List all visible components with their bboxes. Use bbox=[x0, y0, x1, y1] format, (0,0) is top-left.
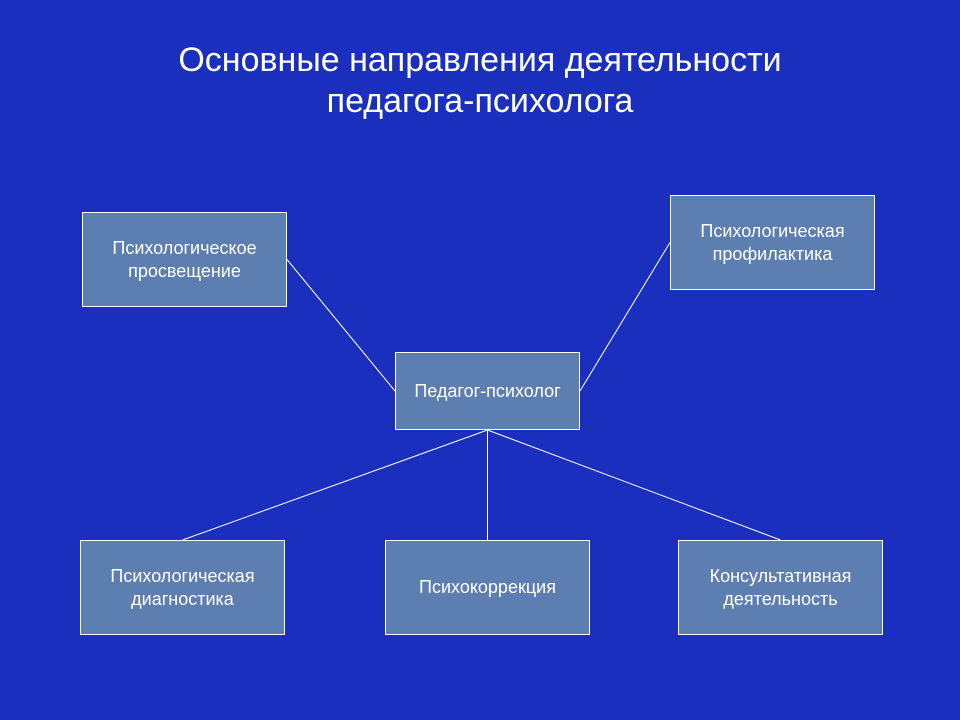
node-bottom-left: Психологическаядиагностика bbox=[80, 540, 285, 635]
node-bottom-right: Консультативнаядеятельность bbox=[678, 540, 883, 635]
edge-line bbox=[183, 430, 488, 540]
node-bottom-mid-label: Психокоррекция bbox=[419, 576, 556, 599]
node-center-label: Педагог-психолог bbox=[414, 380, 560, 403]
diagram-title-text: Основные направления деятельностипедагог… bbox=[178, 41, 781, 120]
node-top-left-label: Психологическоепросвещение bbox=[112, 237, 256, 282]
node-center: Педагог-психолог bbox=[395, 352, 580, 430]
node-bottom-mid: Психокоррекция bbox=[385, 540, 590, 635]
diagram-canvas: Основные направления деятельностипедагог… bbox=[0, 0, 960, 720]
node-top-right-label: Психологическаяпрофилактика bbox=[700, 220, 844, 265]
node-bottom-right-label: Консультативнаядеятельность bbox=[710, 565, 852, 610]
node-bottom-left-label: Психологическаядиагностика bbox=[110, 565, 254, 610]
edge-line bbox=[580, 243, 670, 392]
node-top-right: Психологическаяпрофилактика bbox=[670, 195, 875, 290]
edge-line bbox=[488, 430, 781, 540]
diagram-title: Основные направления деятельностипедагог… bbox=[0, 40, 960, 122]
edge-line bbox=[287, 260, 395, 392]
node-top-left: Психологическоепросвещение bbox=[82, 212, 287, 307]
